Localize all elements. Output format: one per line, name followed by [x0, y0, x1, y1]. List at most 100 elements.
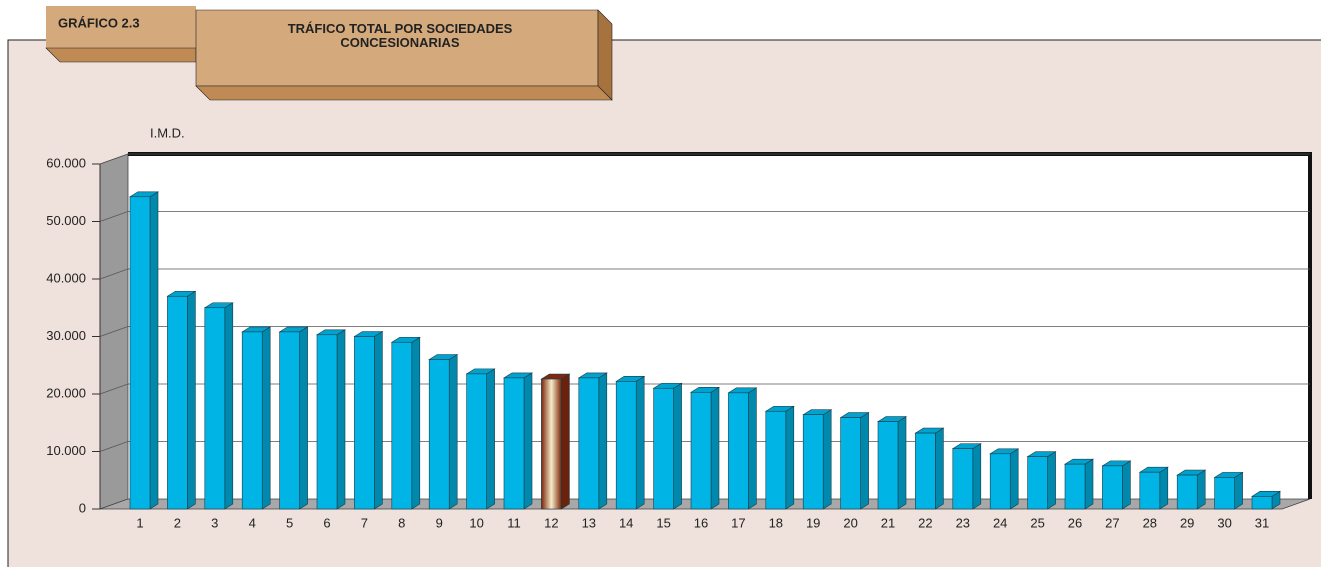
- header: GRÁFICO 2.3: [58, 15, 140, 30]
- bar-side: [1084, 458, 1094, 510]
- x-tick-label: 26: [1068, 515, 1082, 530]
- bar-side: [411, 336, 421, 510]
- x-tick-label: 12: [544, 515, 558, 530]
- bar: [391, 341, 413, 510]
- x-tick-label: 2: [174, 515, 181, 530]
- x-tick-label: 22: [918, 515, 932, 530]
- bar: [129, 196, 151, 510]
- bar-side: [1009, 448, 1019, 510]
- bar-side: [748, 387, 757, 510]
- bar-side: [897, 416, 907, 510]
- grid-line: [99, 326, 129, 337]
- header-tab-edge: [45, 47, 197, 63]
- x-tick-label: 13: [582, 515, 596, 530]
- x-tick-label: 8: [398, 515, 405, 530]
- bar-side: [785, 405, 795, 510]
- bar: [428, 359, 450, 510]
- x-tick-label: 3: [211, 515, 218, 530]
- bar: [541, 378, 562, 510]
- bar: [1139, 471, 1161, 510]
- x-tick-label: 31: [1255, 515, 1269, 530]
- bar: [653, 387, 674, 510]
- x-tick-label: 9: [436, 515, 443, 530]
- bar: [466, 373, 487, 510]
- bar: [204, 307, 226, 510]
- x-tick-label: 20: [843, 515, 857, 530]
- x-tick-label: 17: [731, 515, 745, 530]
- y-tick-label: 10.000: [46, 443, 86, 458]
- x-tick-label: 14: [619, 515, 633, 530]
- grid-line: [99, 211, 129, 222]
- x-tick-label: 15: [656, 515, 670, 530]
- bar: [690, 391, 712, 510]
- bar-side: [523, 372, 533, 510]
- bar-side: [448, 353, 458, 510]
- grid-line: [99, 268, 129, 280]
- x-tick-label: 24: [993, 515, 1007, 530]
- x-tick-label: 16: [694, 515, 708, 530]
- bar-side: [598, 372, 608, 510]
- bar-side: [635, 375, 645, 510]
- bar: [1251, 496, 1273, 510]
- bar: [578, 377, 600, 510]
- bar-side: [1122, 460, 1131, 510]
- bar-side: [149, 191, 159, 510]
- bar-side: [486, 368, 495, 510]
- bar-side: [935, 427, 944, 510]
- bar: [354, 336, 375, 510]
- bar: [1176, 474, 1198, 510]
- y-tick-label: 50.000: [46, 213, 86, 228]
- bar-side: [1047, 451, 1056, 510]
- bar-side: [1159, 466, 1169, 510]
- x-tick-label: 5: [286, 515, 293, 530]
- bar: [728, 392, 749, 510]
- bar-side: [972, 443, 982, 510]
- x-tick-label: 11: [507, 515, 521, 530]
- title-tab-bottom: [195, 85, 613, 101]
- bar-side: [1234, 471, 1243, 510]
- bar-side: [860, 412, 869, 510]
- bar: [840, 417, 861, 510]
- y-tick-label: 30.000: [46, 328, 86, 343]
- y-axis-label: I.M.D.: [150, 125, 185, 140]
- bar: [1027, 456, 1048, 510]
- y-tick-label: 20.000: [46, 385, 86, 400]
- x-tick-label: 1: [136, 515, 143, 530]
- bar-side: [822, 409, 832, 510]
- bar: [1214, 477, 1235, 510]
- x-tick-label: 18: [769, 515, 783, 530]
- chart-title: TRÁFICO TOTAL POR SOCIEDADES CONCESIONAR…: [287, 21, 513, 50]
- x-tick-label: 4: [249, 515, 256, 530]
- x-tick-label: 10: [469, 515, 483, 530]
- bar: [279, 331, 300, 510]
- bar: [167, 295, 188, 510]
- y-tick-label: 60.000: [46, 155, 86, 170]
- bar-side: [299, 326, 308, 510]
- x-tick-label: 29: [1180, 515, 1194, 530]
- bar: [503, 377, 525, 510]
- bar-side: [710, 386, 720, 510]
- title-tab-side: [597, 9, 613, 101]
- x-tick-label: 7: [361, 515, 368, 530]
- bar: [765, 410, 787, 510]
- grid-line: [99, 441, 129, 452]
- bar-side: [561, 373, 570, 510]
- x-tick-label: 19: [806, 515, 820, 530]
- x-tick-label: 6: [323, 515, 330, 530]
- x-tick-label: 27: [1105, 515, 1119, 530]
- bar: [241, 331, 263, 510]
- bar-side: [1196, 469, 1206, 510]
- bar-side: [224, 302, 234, 510]
- bar-side: [261, 326, 271, 510]
- bar: [316, 334, 338, 510]
- bar-side: [336, 329, 346, 510]
- y-tick-label: 40.000: [46, 270, 86, 285]
- header-tab: [46, 6, 196, 48]
- bar: [1064, 463, 1086, 510]
- y-tick-label: 0: [79, 500, 86, 515]
- x-tick-label: 30: [1217, 515, 1231, 530]
- grid-line: [99, 383, 129, 395]
- bar: [802, 414, 824, 510]
